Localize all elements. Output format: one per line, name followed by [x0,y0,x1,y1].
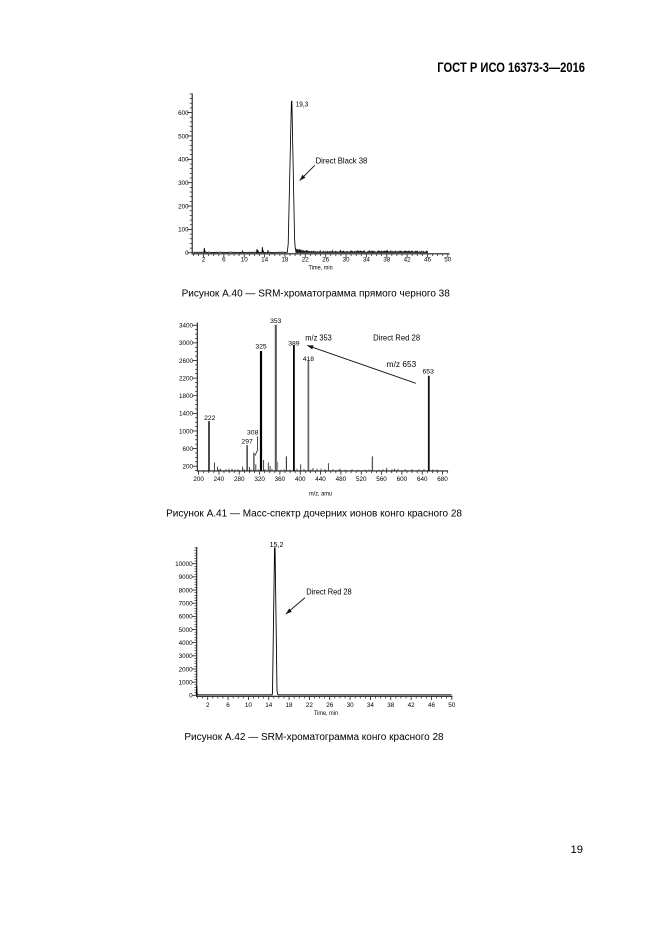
svg-text:26: 26 [322,257,330,264]
svg-text:200: 200 [193,476,204,483]
svg-text:50: 50 [444,257,452,264]
svg-text:30: 30 [343,257,351,264]
svg-text:680: 680 [437,476,448,483]
svg-text:26: 26 [326,702,334,709]
svg-text:22: 22 [302,257,310,264]
svg-text:2200: 2200 [179,375,194,382]
svg-text:18: 18 [286,702,294,709]
svg-text:320: 320 [254,476,265,483]
svg-text:34: 34 [363,257,371,264]
svg-text:308: 308 [247,430,259,437]
svg-text:240: 240 [214,476,225,483]
svg-text:30: 30 [347,702,355,709]
svg-text:6: 6 [226,702,230,709]
svg-text:2000: 2000 [179,666,194,673]
svg-text:2: 2 [206,702,210,709]
svg-text:3000: 3000 [179,653,194,660]
svg-text:418: 418 [303,356,315,363]
svg-text:Time, min: Time, min [309,265,334,272]
svg-text:400: 400 [178,157,189,164]
svg-text:Рисунок А.42 — SRM-хроматограм: Рисунок А.42 — SRM-хроматограмма конго к… [184,732,444,743]
svg-text:653: 653 [423,369,435,376]
svg-text:3000: 3000 [179,340,194,347]
svg-text:19,3: 19,3 [296,102,309,109]
svg-text:0: 0 [185,250,189,257]
svg-text:500: 500 [178,133,189,140]
svg-text:600: 600 [397,476,408,483]
svg-text:200: 200 [182,464,193,471]
svg-text:440: 440 [315,476,326,483]
svg-text:19: 19 [571,844,584,856]
svg-text:42: 42 [408,702,416,709]
svg-text:8000: 8000 [179,587,194,594]
svg-text:0: 0 [189,693,193,700]
svg-text:7000: 7000 [179,600,194,607]
svg-text:38: 38 [387,702,395,709]
svg-text:1800: 1800 [179,393,194,400]
svg-text:38: 38 [383,257,391,264]
svg-text:Time, min: Time, min [314,710,339,717]
svg-text:6: 6 [222,257,226,264]
svg-text:200: 200 [178,203,189,210]
svg-text:600: 600 [182,446,193,453]
svg-text:600: 600 [178,110,189,117]
svg-text:46: 46 [424,257,432,264]
svg-text:280: 280 [234,476,245,483]
svg-text:1400: 1400 [179,411,194,418]
svg-text:Direct Red 28: Direct Red 28 [373,332,420,342]
svg-text:5000: 5000 [179,627,194,634]
svg-text:10: 10 [241,257,249,264]
svg-text:2600: 2600 [179,358,194,365]
svg-text:640: 640 [417,476,428,483]
svg-text:4000: 4000 [179,640,194,647]
svg-text:3400: 3400 [179,323,194,330]
svg-text:353: 353 [270,318,282,325]
svg-text:6000: 6000 [179,614,194,621]
svg-text:10000: 10000 [175,561,193,568]
svg-text:1000: 1000 [179,679,194,686]
svg-text:480: 480 [336,476,347,483]
svg-text:14: 14 [261,257,269,264]
svg-text:50: 50 [448,702,456,709]
svg-text:325: 325 [255,343,267,350]
svg-text:18: 18 [281,257,289,264]
svg-text:15,2: 15,2 [270,542,284,549]
svg-text:Direct Red 28: Direct Red 28 [306,587,352,597]
svg-text:360: 360 [275,476,286,483]
svg-text:42: 42 [404,257,412,264]
svg-text:2: 2 [202,257,206,264]
svg-text:100: 100 [178,227,189,234]
svg-text:222: 222 [204,415,216,422]
svg-text:400: 400 [295,476,306,483]
svg-text:22: 22 [306,702,314,709]
svg-text:389: 389 [288,341,300,348]
svg-text:560: 560 [376,476,387,483]
svg-text:1000: 1000 [179,428,194,435]
svg-text:46: 46 [428,702,436,709]
svg-text:34: 34 [367,702,375,709]
svg-text:297: 297 [241,438,253,445]
svg-text:14: 14 [265,702,273,709]
svg-text:520: 520 [356,476,367,483]
svg-text:m/z, amu: m/z, amu [309,490,332,497]
svg-text:m/z 353: m/z 353 [305,333,332,342]
svg-text:ГОСТ Р ИСО 16373-3—2016: ГОСТ Р ИСО 16373-3—2016 [437,60,585,75]
svg-text:9000: 9000 [179,574,194,581]
svg-text:m/z 653: m/z 653 [387,360,417,369]
svg-text:Рисунок А.40 — SRM-хроматограм: Рисунок А.40 — SRM-хроматограмма прямого… [182,289,451,300]
svg-text:Рисунок А.41 — Масс-спектр доч: Рисунок А.41 — Масс-спектр дочерних ионо… [166,509,462,520]
svg-text:300: 300 [178,180,189,187]
svg-text:10: 10 [245,702,253,709]
svg-text:Direct Black 38: Direct Black 38 [316,156,368,166]
